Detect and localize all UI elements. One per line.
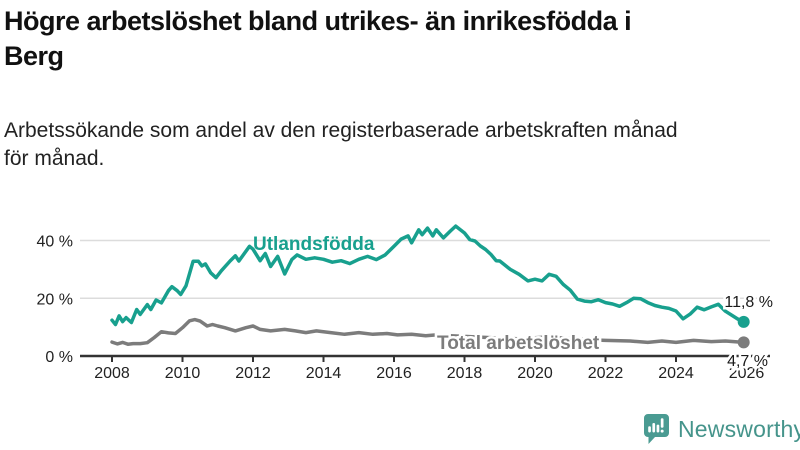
x-axis-tick-label: 2010 xyxy=(165,365,201,382)
bar-chart-speech-bubble-icon xyxy=(644,414,669,444)
series-line-total-arbetsl-shet xyxy=(110,317,746,346)
series-end-dot-total-arbetsl-shet xyxy=(737,336,750,349)
series-line-utlandsf-dda xyxy=(110,224,746,327)
x-axis-tick-label: 2020 xyxy=(517,365,553,382)
x-axis-tick-label: 2018 xyxy=(447,365,483,382)
chart-title: Högre arbetslöshet bland utrikes- än inr… xyxy=(4,4,798,73)
x-axis-tick-label: 2012 xyxy=(235,365,271,382)
x-axis-tick-label: 2026 xyxy=(729,365,765,382)
x-axis-tick-label: 2008 xyxy=(94,365,130,382)
chart-subtitle-line-1: Arbetssökande som andel av den registerb… xyxy=(4,119,678,142)
series-name-label-utlandsf-dda: Utlandsfödda xyxy=(253,234,375,255)
y-axis-tick-label: 20 % xyxy=(37,291,73,308)
y-axis-tick-label: 40 % xyxy=(37,234,73,251)
x-axis-tick-label: 2016 xyxy=(376,365,412,382)
y-axis-tick-label: 0 % xyxy=(45,349,73,366)
chart-subtitle-line-2: för månad. xyxy=(4,146,105,170)
brand-name: Newsworthy xyxy=(678,416,800,442)
x-axis-tick-label: 2022 xyxy=(588,365,624,382)
chart-subtitle: Arbetssökande som andel av den registerb… xyxy=(4,117,784,172)
series-name-label-total-arbetsl-shet: Total arbetslöshet xyxy=(437,333,600,354)
line-chart: 0 % 20 % 40 % 2008 2010 2012 2014 2016 2018 2020 2… xyxy=(37,224,776,382)
x-axis-tick-label: 2024 xyxy=(658,365,694,382)
series-end-value-label-utlandsf-dda: 11,8 % xyxy=(724,294,773,311)
series-end-dot-utlandsf-dda xyxy=(737,315,750,328)
newsworthy-logo: Newsworthy xyxy=(643,413,800,446)
chart-title-line-2: Berg xyxy=(4,40,64,71)
series-end-value-label-total-arbetsl-shet: 4,7 % xyxy=(727,353,768,370)
chart-title-line-1: Högre arbetslöshet bland utrikes- än inr… xyxy=(4,6,632,36)
x-axis-tick-label: 2014 xyxy=(306,365,342,382)
